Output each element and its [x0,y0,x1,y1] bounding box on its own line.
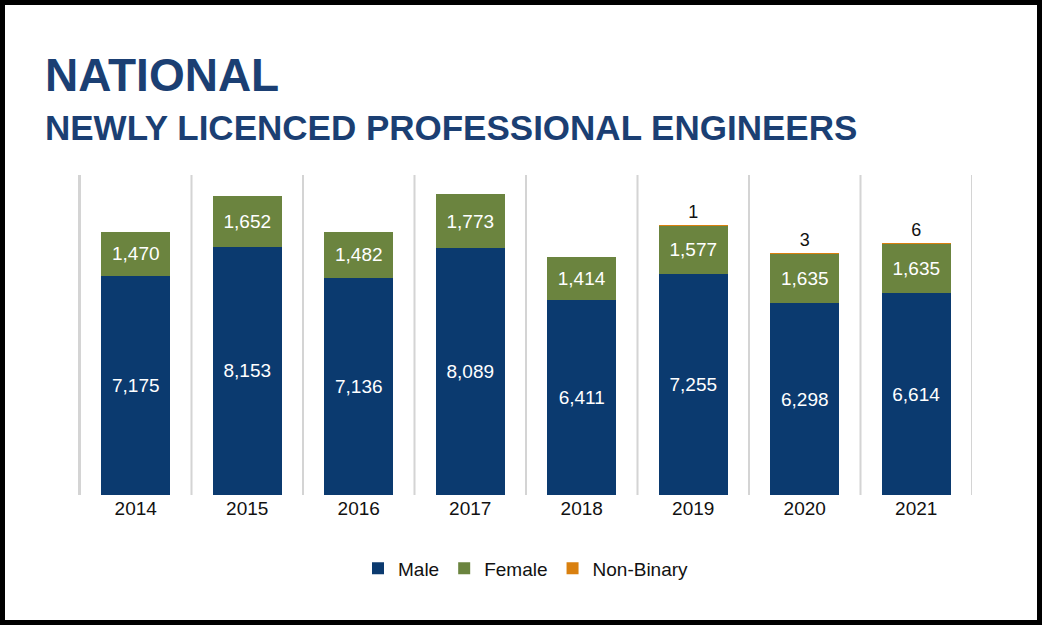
svg-text:8,089: 8,089 [446,361,494,382]
svg-text:Female: Female [484,559,547,580]
svg-text:2018: 2018 [561,498,603,519]
svg-text:2014: 2014 [115,498,158,519]
svg-text:7,175: 7,175 [112,375,160,396]
svg-text:6,614: 6,614 [892,384,940,405]
svg-text:1,470: 1,470 [112,243,160,264]
svg-text:1,635: 1,635 [781,268,829,289]
svg-text:1,482: 1,482 [335,244,383,265]
svg-text:6,411: 6,411 [559,387,605,408]
svg-text:1,635: 1,635 [892,258,940,279]
svg-text:2021: 2021 [895,498,937,519]
svg-text:Male: Male [398,559,439,580]
svg-text:NEWLY LICENCED PROFESSIONAL EN: NEWLY LICENCED PROFESSIONAL ENGINEERS [45,108,857,147]
svg-text:2020: 2020 [784,498,826,519]
svg-text:2015: 2015 [226,498,268,519]
svg-text:2017: 2017 [449,498,491,519]
svg-text:Non-Binary: Non-Binary [593,559,689,580]
svg-text:1,773: 1,773 [446,211,494,232]
svg-text:6: 6 [911,220,921,240]
svg-text:7,255: 7,255 [669,374,717,395]
svg-text:2016: 2016 [338,498,380,519]
svg-text:7,136: 7,136 [335,376,383,397]
svg-text:1,414: 1,414 [558,268,606,289]
svg-text:1: 1 [688,202,698,222]
svg-text:6,298: 6,298 [781,389,829,410]
svg-text:8,153: 8,153 [223,360,271,381]
svg-text:3: 3 [800,230,810,250]
svg-text:NATIONAL: NATIONAL [45,49,279,101]
svg-text:2019: 2019 [672,498,714,519]
svg-text:1,577: 1,577 [669,239,717,260]
svg-text:1,652: 1,652 [223,211,271,232]
